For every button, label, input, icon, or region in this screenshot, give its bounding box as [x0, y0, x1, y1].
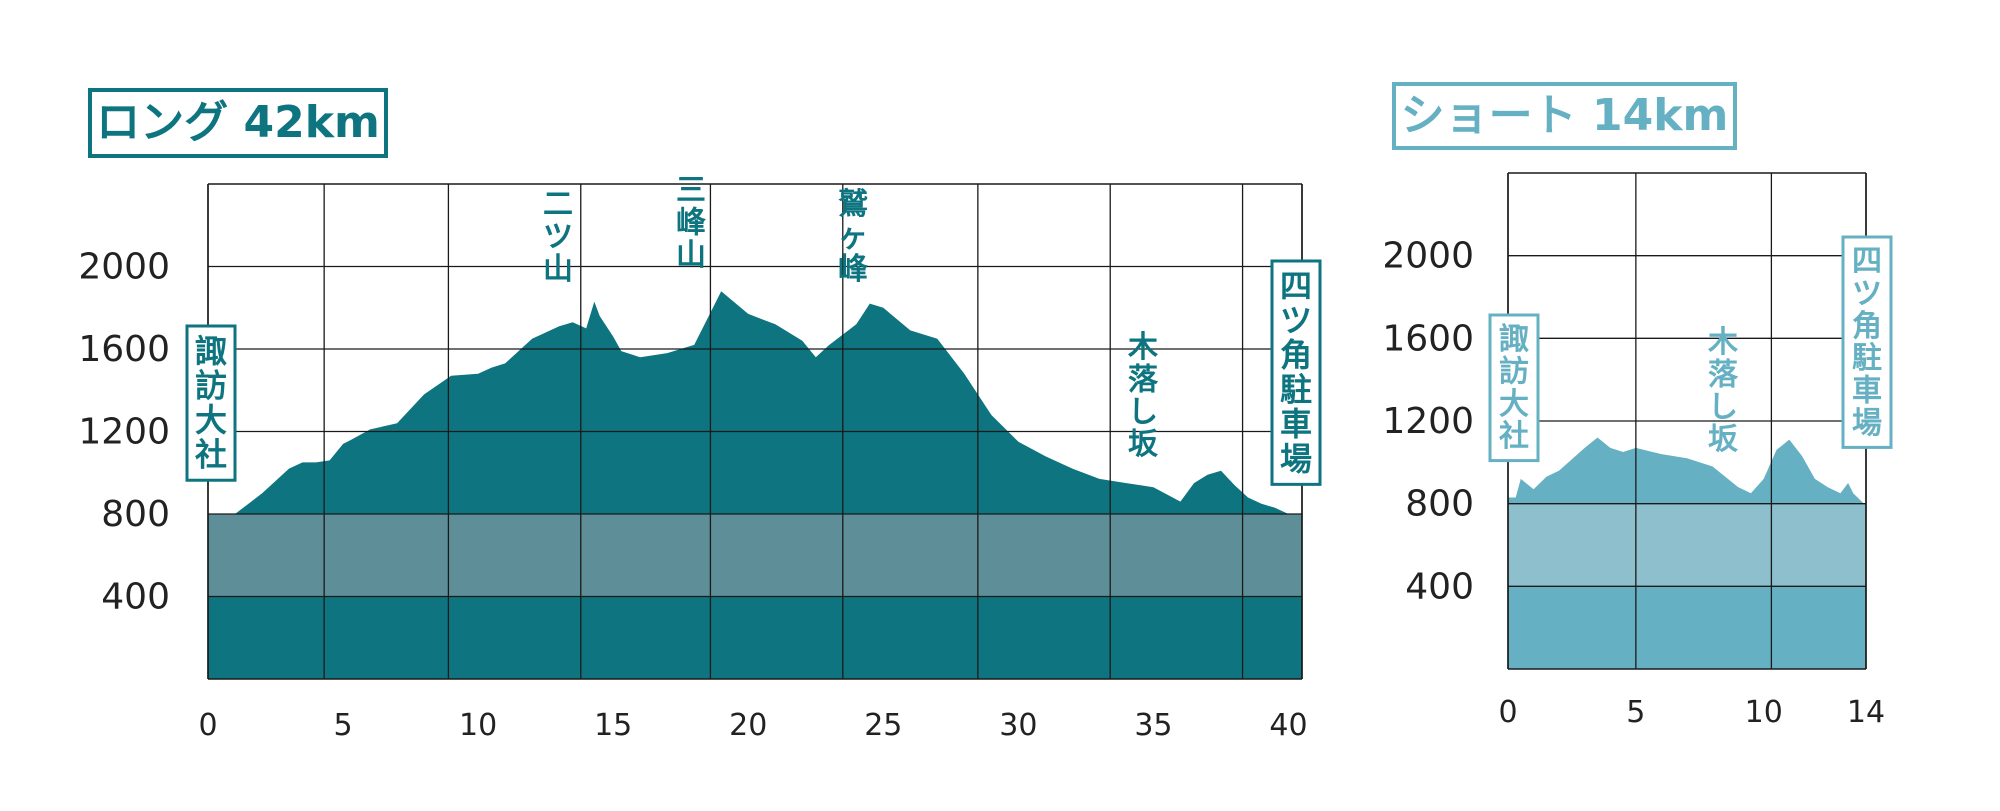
short-course-chart: 400 800 1200 1600 2000 0 5 10 14 諏訪大社 四ツ角駐車場 木落し坂 [1382, 172, 1893, 730]
end-point-label-box [1270, 259, 1322, 486]
x-tick-label: 14 [1847, 695, 1885, 730]
x-tick-label: 25 [864, 708, 902, 743]
y-tick-label: 400 [101, 577, 170, 618]
end-point-label: 四ツ角駐車場 [1852, 244, 1882, 441]
elevation-band-0-400 [208, 596, 1302, 679]
x-tick-label: 10 [459, 708, 497, 743]
x-tick-label: 35 [1134, 708, 1172, 743]
end-point-label-box [1841, 235, 1893, 449]
x-tick-label: 30 [999, 708, 1037, 743]
long-course-title: ロング 42km [88, 88, 388, 158]
y-tick-label: 1200 [78, 412, 170, 453]
x-tick-label: 20 [729, 708, 767, 743]
x-tick-label: 5 [1626, 695, 1645, 730]
peak-annotation: 木落し坂 [1707, 325, 1739, 457]
elevation-band-400-800 [1508, 503, 1866, 587]
start-point-label-box [1488, 313, 1540, 463]
elevation-profile-area [208, 291, 1302, 514]
peak-annotation: 三峰山 [676, 173, 706, 273]
peak-annotation: 二ツ山 [543, 187, 573, 287]
end-point-label: 四ツ角駐車場 [1280, 267, 1312, 478]
x-tick-label: 15 [594, 708, 632, 743]
peak-annotation: 木落し坂 [1127, 330, 1159, 462]
y-tick-label: 400 [1405, 566, 1474, 607]
y-tick-label: 800 [101, 494, 170, 535]
elevation-band-0-400 [1508, 586, 1866, 669]
x-tick-label: 0 [1498, 695, 1517, 730]
peak-annotation: 鷲ヶ峰 [838, 187, 868, 287]
y-tick-label: 1200 [1382, 401, 1474, 442]
y-tick-label: 1600 [1382, 318, 1474, 359]
x-tick-label: 5 [334, 708, 353, 743]
x-tick-label: 40 [1269, 708, 1307, 743]
start-point-label: 諏訪大社 [1499, 322, 1529, 454]
long-course-chart: 400 800 1200 1600 2000 0 5 10 15 20 25 30 35 40 諏訪大社 四ツ… [78, 173, 1322, 743]
y-tick-label: 2000 [1382, 236, 1474, 277]
start-point-label-box [185, 324, 237, 482]
y-tick-label: 2000 [78, 247, 170, 288]
elevation-profile-area [1508, 437, 1866, 506]
x-tick-label: 10 [1745, 695, 1783, 730]
y-tick-label: 800 [1405, 484, 1474, 525]
x-tick-label: 0 [198, 708, 217, 743]
y-tick-label: 1600 [78, 329, 170, 370]
short-course-title: ショート 14km [1392, 82, 1737, 150]
start-point-label: 諏訪大社 [195, 332, 227, 474]
elevation-band-400-800 [208, 514, 1302, 597]
